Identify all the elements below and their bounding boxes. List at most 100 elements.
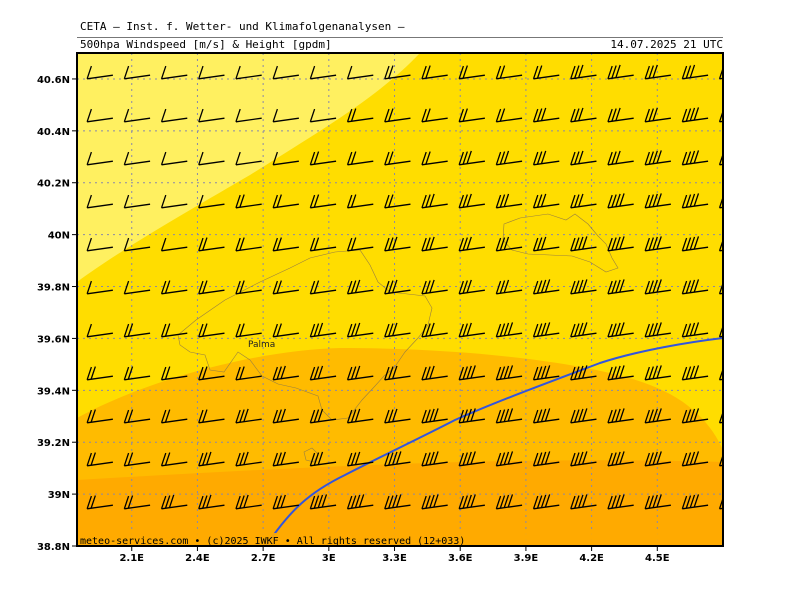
wind-barb: [198, 194, 225, 209]
wind-barb: [532, 451, 560, 467]
wind-barb: [532, 365, 560, 381]
wind-barb: [607, 150, 634, 166]
wind-barb: [570, 193, 597, 209]
wind-barb: [235, 451, 262, 467]
wind-band-light: [77, 53, 420, 282]
wind-barb: [681, 150, 709, 166]
wind-barb: [607, 107, 634, 123]
lon-tick-label: 3.6E: [448, 553, 473, 564]
wind-barb: [384, 494, 411, 510]
axis-ticks: 2.1E 2.4E 2.7E 3E 3.3E 3.6E 3.9E 4.2E 4.5E 38.8N 3…: [37, 75, 670, 564]
wind-barb: [272, 151, 299, 166]
lat-tick-label: 40.6N: [37, 75, 70, 86]
wind-barb: [570, 365, 597, 381]
wind-barb: [384, 322, 411, 338]
wind-barb: [86, 280, 113, 295]
wind-barb: [123, 65, 151, 80]
lon-tick-label: 2.4E: [185, 553, 210, 564]
wind-barb: [421, 65, 448, 80]
wind-barb: [421, 151, 448, 166]
wind-barb: [495, 193, 523, 209]
wind-barb: [681, 408, 709, 424]
wind-barb: [495, 279, 523, 295]
wind-barb: [123, 280, 151, 295]
wind-barb: [309, 494, 337, 510]
wind-barb: [86, 65, 113, 80]
wind-barb: [309, 194, 337, 209]
wind-barb: [718, 367, 723, 381]
wind-barb: [346, 151, 374, 166]
wind-barb: [570, 64, 597, 80]
wind-barb: [346, 237, 374, 252]
wind-barb: [681, 193, 709, 209]
lon-tick-label: 3E: [322, 553, 336, 564]
wind-barb: [123, 151, 151, 166]
wind-barb: [532, 408, 560, 424]
wind-barb: [198, 151, 225, 166]
wind-barb: [235, 280, 262, 295]
map-frame: [76, 52, 724, 547]
wind-barb: [532, 193, 560, 209]
wind-barb: [458, 494, 485, 510]
coastline-mallorca: [177, 249, 433, 421]
wind-barb: [718, 324, 723, 338]
wind-barb: [86, 151, 113, 166]
wind-barbs: [86, 64, 723, 510]
wind-barb: [607, 365, 634, 381]
wind-barb: [384, 279, 411, 295]
wind-barb: [198, 65, 225, 80]
wind-barb: [123, 194, 151, 209]
wind-barb: [570, 451, 597, 467]
wind-barb: [495, 236, 523, 252]
wind-barb: [272, 65, 299, 80]
wind-barb: [681, 279, 709, 295]
wind-barb: [532, 279, 560, 295]
wind-barb: [421, 365, 448, 381]
wind-barb: [160, 366, 188, 381]
wind-barb: [495, 322, 523, 338]
wind-barb: [235, 151, 262, 166]
wind-barb: [346, 194, 374, 209]
wind-barb: [718, 453, 723, 467]
wind-barb: [86, 194, 113, 209]
wind-barb: [235, 194, 262, 209]
lon-tick-label: 2.1E: [119, 553, 144, 564]
valid-time: 14.07.2025 21 UTC: [610, 38, 723, 51]
wind-barb: [235, 494, 262, 510]
wind-barb: [309, 237, 337, 252]
wind-barb: [718, 152, 723, 166]
wind-barb: [123, 366, 151, 381]
wind-barb: [272, 108, 299, 123]
wind-barb: [644, 64, 671, 80]
lat-tick-label: 39N: [48, 490, 70, 501]
wind-barb: [644, 279, 671, 295]
wind-barb: [346, 494, 374, 510]
wind-barb: [123, 495, 151, 510]
height-contour: [265, 337, 723, 546]
wind-barb: [644, 494, 671, 510]
wind-barb: [570, 236, 597, 252]
wind-barb: [644, 193, 671, 209]
wind-barb: [384, 194, 411, 209]
wind-barb: [309, 108, 337, 123]
wind-barb: [421, 193, 448, 209]
wind-barb: [384, 236, 411, 252]
wind-barb: [681, 64, 709, 80]
wind-barb: [346, 408, 374, 424]
wind-barb: [346, 451, 374, 467]
wind-barb: [644, 451, 671, 467]
wind-barb: [272, 408, 299, 424]
wind-barb: [160, 452, 188, 467]
wind-barb: [458, 150, 485, 166]
wind-band-dark-orange: [77, 460, 723, 546]
wind-barb: [198, 451, 225, 467]
wind-barb: [198, 108, 225, 123]
wind-barb: [718, 410, 723, 424]
wind-barb: [272, 237, 299, 252]
wind-barb: [458, 279, 485, 295]
wind-barb: [718, 496, 723, 510]
wind-barb: [272, 194, 299, 209]
wind-barb: [198, 237, 225, 252]
wind-barb: [607, 64, 634, 80]
wind-barb: [86, 452, 113, 467]
